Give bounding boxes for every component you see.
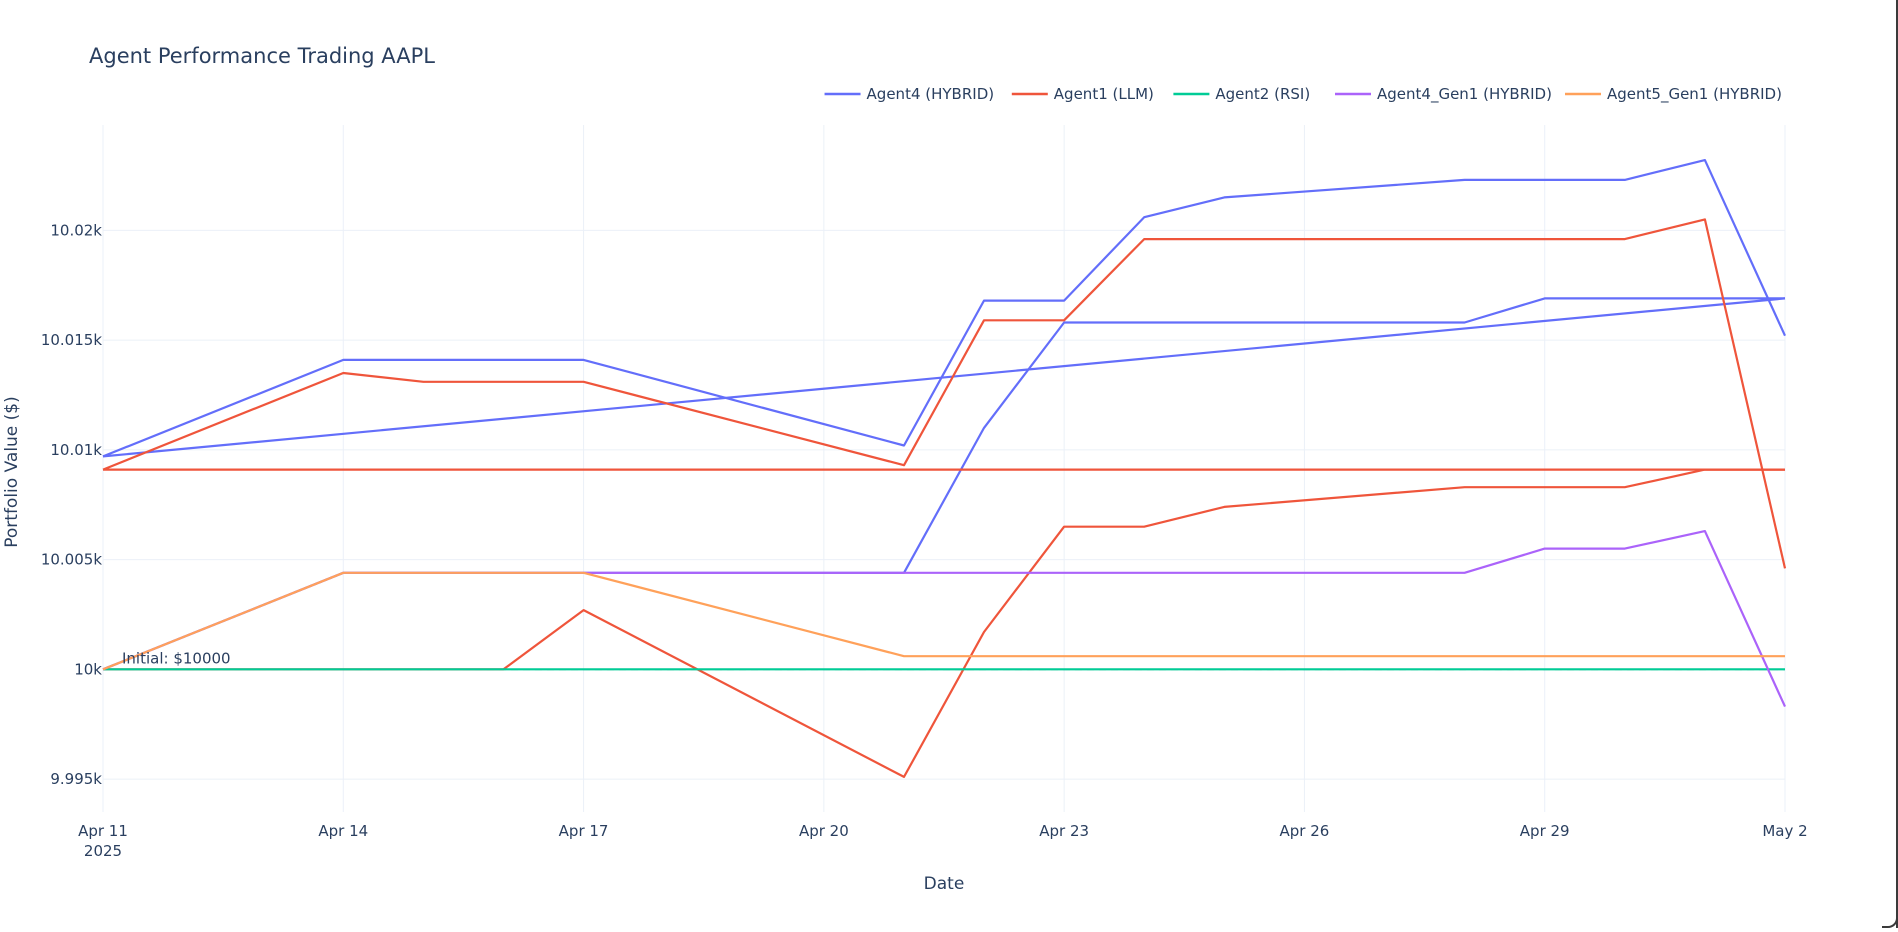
x-tick-label: Apr 23 <box>1039 822 1089 840</box>
legend-label: Agent2 (RSI) <box>1215 85 1310 103</box>
y-axis-title: Portfolio Value ($) <box>2 396 22 548</box>
x-tick-label: Apr 26 <box>1280 822 1330 840</box>
series-line <box>102 218 1787 569</box>
chart-title: Agent Performance Trading AAPL <box>89 44 435 68</box>
series-line <box>102 159 1787 458</box>
series-line <box>102 297 1786 458</box>
series-line <box>102 571 1785 671</box>
y-tick-label: 10.005k <box>41 551 102 569</box>
series-line <box>103 468 1785 778</box>
x-tick-label: May 2 <box>1762 822 1807 840</box>
annotation-label: Initial: $10000 <box>122 649 231 667</box>
y-tick-label: 10.02k <box>50 221 102 239</box>
y-gridlines <box>103 229 1785 780</box>
legend-item[interactable]: Agent2 (RSI) <box>1173 85 1310 103</box>
window-edge <box>1896 0 1898 928</box>
x-axis-title: Date <box>924 874 965 894</box>
y-axis-ticks: 9.995k 10k 10.005k 10.01k 10.015k 10.02k <box>41 221 102 788</box>
y-tick-label: 10k <box>74 660 102 678</box>
x-tick-label: Apr 29 <box>1520 822 1570 840</box>
legend-label: Agent4_Gen1 (HYBRID) <box>1377 85 1552 104</box>
legend-item[interactable]: Agent4_Gen1 (HYBRID) <box>1335 85 1552 104</box>
legend[interactable]: Agent4 (HYBRID) Agent1 (LLM) Agent2 (RSI) A… <box>824 85 1782 104</box>
x-tick-label: Apr 17 <box>559 822 609 840</box>
y-tick-label: 10.015k <box>41 331 102 349</box>
series-line <box>102 530 1787 708</box>
x-tick-label: Apr 14 <box>318 822 368 840</box>
legend-label: Agent5_Gen1 (HYBRID) <box>1607 85 1782 104</box>
legend-label: Agent4 (HYBRID) <box>867 85 995 103</box>
legend-label: Agent1 (LLM) <box>1054 85 1154 103</box>
x-tick-label: Apr 20 <box>799 822 849 840</box>
legend-item[interactable]: Agent4 (HYBRID) <box>824 85 995 103</box>
x-tick-sublabel: 2025 <box>84 842 122 860</box>
series-lines <box>102 159 1787 778</box>
y-tick-label: 10.01k <box>50 441 102 459</box>
annotations: Initial: $10000 <box>122 649 231 667</box>
legend-item[interactable]: Agent1 (LLM) <box>1011 85 1154 103</box>
y-tick-label: 9.995k <box>50 770 102 788</box>
x-axis-ticks: Apr 11 2025 Apr 14 Apr 17 Apr 20 Apr 23 Apr 26… <box>78 822 1808 860</box>
window-corner <box>1882 916 1898 928</box>
legend-item[interactable]: Agent5_Gen1 (HYBRID) <box>1565 85 1782 104</box>
series-line <box>102 297 1785 671</box>
x-tick-label: Apr 11 <box>78 822 128 840</box>
